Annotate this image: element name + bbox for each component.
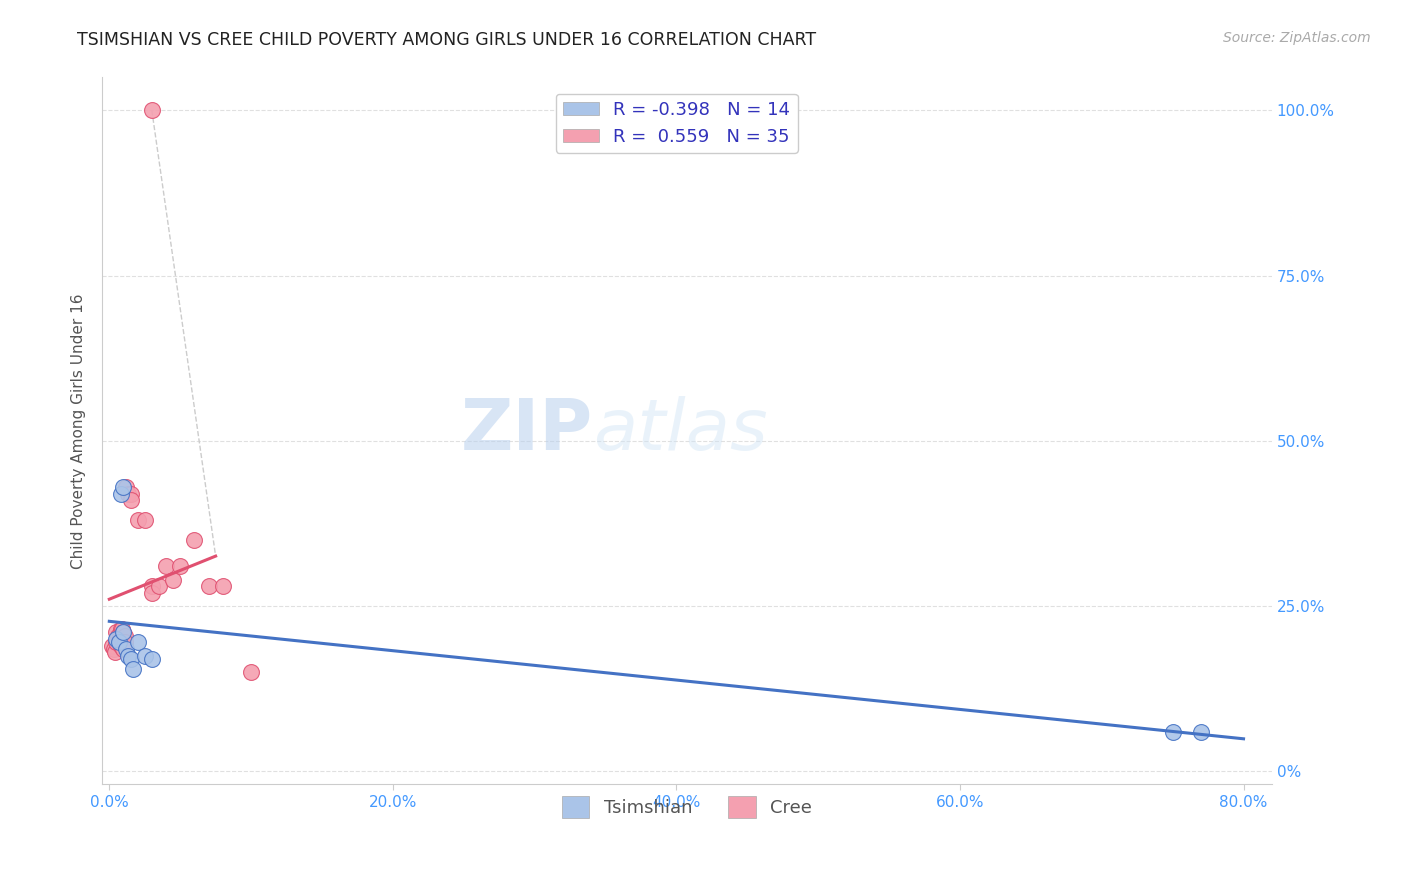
Point [110, 639, 132, 653]
Point [169, 559, 191, 574]
Point [110, 486, 132, 500]
Point [115, 480, 138, 494]
Point [122, 662, 145, 676]
Text: atlas: atlas [593, 396, 768, 466]
Point [111, 632, 134, 646]
Point [112, 635, 135, 649]
Point [120, 652, 142, 666]
Legend: Tsimshian, Cree: Tsimshian, Cree [555, 789, 820, 825]
Point [134, 513, 156, 527]
Point [148, 579, 170, 593]
Point [108, 635, 131, 649]
Point [141, 652, 163, 666]
Point [162, 573, 184, 587]
Point [141, 103, 163, 118]
Point [1189, 724, 1212, 739]
Point [127, 635, 149, 649]
Point [127, 513, 149, 527]
Point [103, 642, 125, 657]
Point [112, 642, 135, 657]
Y-axis label: Child Poverty Among Girls Under 16: Child Poverty Among Girls Under 16 [72, 293, 86, 569]
Point [117, 648, 139, 663]
Point [111, 622, 134, 636]
Point [211, 579, 233, 593]
Point [1161, 724, 1184, 739]
Point [141, 586, 163, 600]
Point [197, 579, 219, 593]
Point [110, 632, 132, 646]
Text: Source: ZipAtlas.com: Source: ZipAtlas.com [1223, 31, 1371, 45]
Point [110, 622, 132, 636]
Point [117, 486, 139, 500]
Point [115, 642, 138, 657]
Point [183, 533, 205, 547]
Point [240, 665, 263, 679]
Point [112, 480, 135, 494]
Point [155, 559, 177, 574]
Point [108, 635, 131, 649]
Point [105, 632, 128, 646]
Point [114, 629, 136, 643]
Point [105, 625, 128, 640]
Point [112, 625, 135, 640]
Point [105, 635, 128, 649]
Point [120, 486, 142, 500]
Text: TSIMSHIAN VS CREE CHILD POVERTY AMONG GIRLS UNDER 16 CORRELATION CHART: TSIMSHIAN VS CREE CHILD POVERTY AMONG GI… [77, 31, 817, 49]
Point [141, 579, 163, 593]
Point [108, 632, 131, 646]
Point [114, 635, 136, 649]
Point [112, 625, 135, 640]
Point [134, 648, 156, 663]
Point [104, 645, 127, 659]
Point [107, 629, 129, 643]
Point [101, 639, 124, 653]
Point [120, 493, 142, 508]
Text: ZIP: ZIP [461, 396, 593, 466]
